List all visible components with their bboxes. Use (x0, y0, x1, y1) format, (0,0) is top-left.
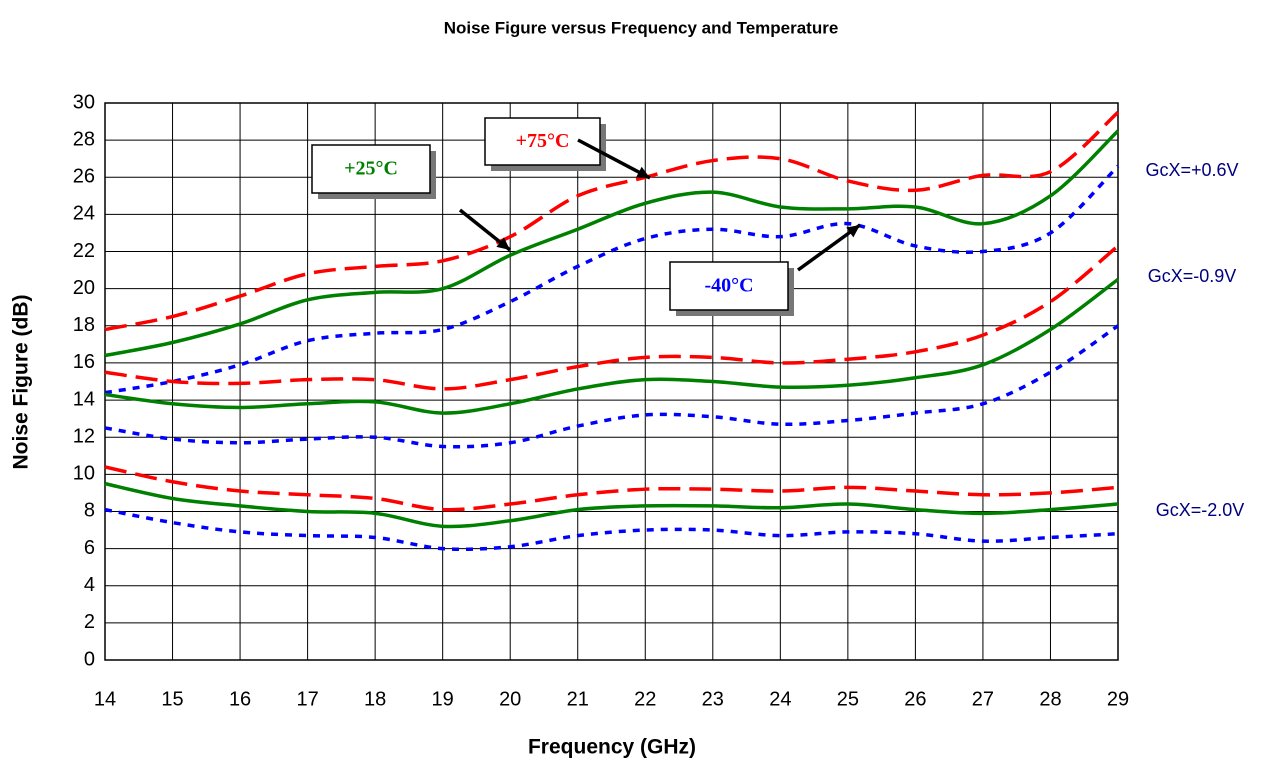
series-line (104, 244, 1120, 391)
x-tick-label: 25 (837, 688, 859, 710)
y-tick-label: 16 (73, 351, 95, 373)
x-tick-label: 19 (432, 688, 454, 710)
x-tick-label: 22 (634, 688, 656, 710)
x-tick-label: 14 (94, 688, 116, 710)
x-tick-label: 24 (769, 688, 791, 710)
arrow-head (636, 166, 650, 178)
y-tick-label: 2 (84, 611, 95, 633)
y-axis-label: Noise Figure (dB) (10, 294, 33, 469)
x-tick-label: 21 (567, 688, 589, 710)
chart-title: Noise Figure versus Frequency and Temper… (444, 18, 839, 37)
series-line (104, 129, 1120, 358)
temperature-label: +25°C (344, 158, 398, 180)
y-tick-label: 8 (84, 500, 95, 522)
y-tick-label: 22 (73, 240, 95, 262)
label-box (669, 261, 789, 311)
x-tick-label: 28 (1039, 688, 1061, 710)
y-tick-label: 26 (73, 166, 95, 188)
arrow-head (846, 225, 860, 238)
y-tick-label: 28 (73, 128, 95, 150)
plot-border (104, 102, 1119, 661)
x-tick-label: 27 (972, 688, 994, 710)
y-tick-label: 14 (73, 388, 95, 410)
temperature-label: -40°C (704, 275, 753, 297)
series-line (104, 324, 1119, 449)
series-line (104, 110, 1120, 332)
x-tick-label: 23 (702, 688, 724, 710)
y-tick-label: 0 (84, 648, 95, 670)
y-tick-label: 10 (73, 463, 95, 485)
x-tick-label: 20 (499, 688, 521, 710)
y-tick-label: 20 (73, 277, 95, 299)
arrow-head (496, 237, 510, 250)
arrow-line (796, 223, 862, 272)
y-tick-label: 12 (73, 425, 95, 447)
arrow-line (577, 138, 651, 180)
x-tick-label: 18 (364, 688, 386, 710)
label-box (311, 144, 431, 194)
series-line (104, 164, 1120, 395)
y-tick-label: 6 (84, 537, 95, 559)
curve-label: GcX=-0.9V (1148, 266, 1237, 286)
x-tick-label: 29 (1107, 688, 1129, 710)
x-tick-label: 16 (229, 688, 251, 710)
y-tick-label: 24 (73, 203, 95, 225)
temperature-label: +75°C (516, 130, 570, 152)
curve-label: GcX=-2.0V (1156, 500, 1245, 520)
curve-label: GcX=+0.6V (1145, 160, 1238, 180)
y-tick-label: 4 (84, 574, 95, 596)
x-axis-label: Frequency (GHz) (528, 736, 696, 759)
x-tick-label: 17 (296, 688, 318, 710)
series-line (104, 507, 1119, 552)
y-tick-label: 18 (73, 314, 95, 336)
series-line (104, 277, 1120, 415)
x-tick-label: 26 (904, 688, 926, 710)
series-line (104, 465, 1119, 512)
y-tick-label: 30 (73, 91, 95, 113)
x-tick-label: 15 (161, 688, 183, 710)
series-line (104, 481, 1119, 529)
